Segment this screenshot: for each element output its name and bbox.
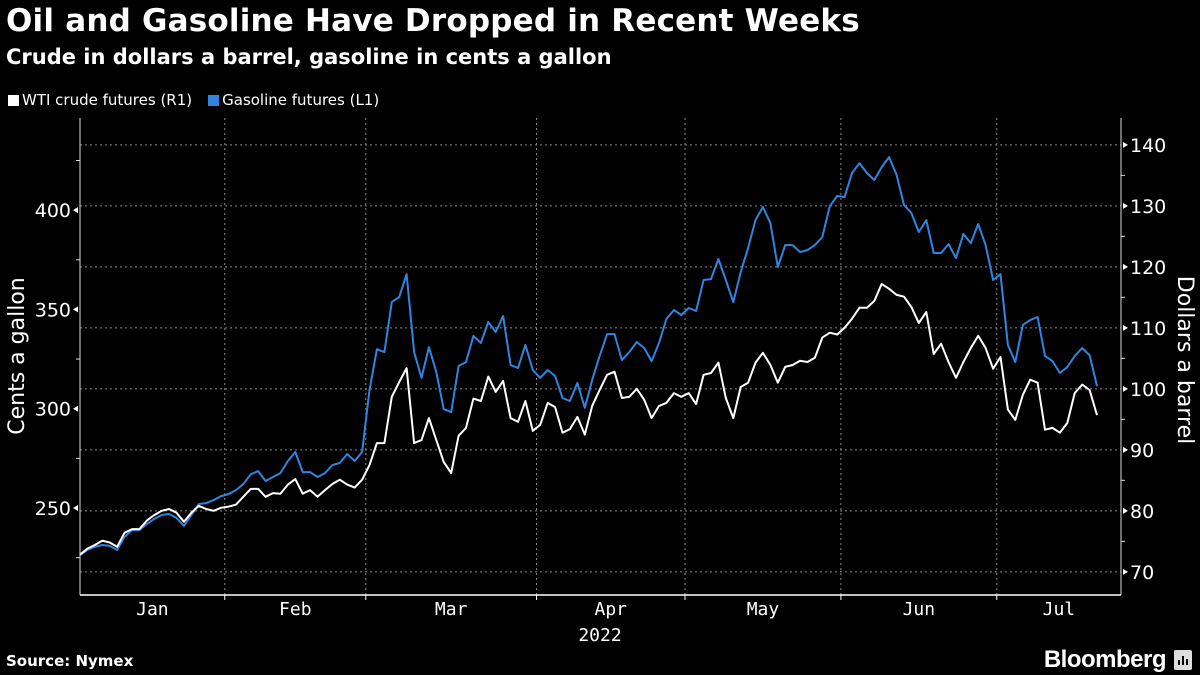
right-tick-mark	[1123, 141, 1128, 148]
left-axis-title: Cents a gallon	[5, 277, 30, 434]
right-tick-label: 110	[1130, 318, 1166, 340]
left-tick-label: 250	[35, 498, 71, 520]
legend-label-wti: WTI crude futures (R1)	[22, 91, 193, 109]
left-tick-mark	[73, 207, 78, 214]
left-tick-label: 300	[35, 399, 71, 421]
chart-subtitle: Crude in dollars a barrel, gasoline in c…	[6, 45, 612, 69]
right-tick-mark	[1123, 446, 1128, 453]
right-tick-mark	[1123, 507, 1128, 514]
right-tick-label: 140	[1130, 135, 1166, 157]
legend-swatch-wti	[8, 94, 19, 106]
x-tick-label: May	[747, 599, 780, 620]
right-tick-label: 80	[1130, 501, 1154, 523]
legend-item-wti: WTI crude futures (R1)	[8, 91, 192, 109]
right-tick-label: 120	[1130, 257, 1166, 279]
chart-icon	[1174, 650, 1192, 670]
right-tick-label: 90	[1130, 440, 1154, 462]
chart-title: Oil and Gasoline Have Dropped in Recent …	[6, 3, 860, 39]
left-tick-mark	[73, 505, 78, 512]
x-tick-label: Jul	[1043, 599, 1076, 620]
right-tick-mark	[1123, 263, 1128, 270]
x-year-label: 2022	[578, 625, 621, 646]
legend: WTI crude futures (R1) Gasoline futures …	[8, 91, 379, 109]
x-tick-label: Mar	[435, 599, 468, 620]
right-tick-mark	[1123, 202, 1128, 209]
right-tick-label: 100	[1130, 379, 1166, 401]
x-tick-label: Jan	[136, 599, 169, 620]
left-tick-mark	[73, 306, 78, 313]
legend-item-gasoline: Gasoline futures (L1)	[208, 91, 379, 109]
wti-crude-line	[79, 282, 1098, 556]
left-tick-mark	[73, 405, 78, 412]
right-tick-label: 70	[1130, 562, 1154, 584]
right-tick-mark	[1123, 324, 1128, 331]
left-tick-label: 400	[35, 200, 71, 222]
legend-swatch-gasoline	[208, 94, 220, 106]
source-note: Source: Nymex	[6, 652, 134, 670]
right-axis-title: Dollars a barrel	[1172, 276, 1197, 444]
x-tick-label: Jun	[903, 599, 936, 620]
x-tick-label: Feb	[279, 599, 312, 620]
gasoline-line	[79, 156, 1098, 556]
logo-text: Bloomberg	[1043, 646, 1167, 673]
x-tick-label: Apr	[595, 599, 628, 620]
right-tick-mark	[1123, 568, 1128, 575]
bloomberg-logo: Bloomberg	[1044, 646, 1192, 674]
right-tick-mark	[1123, 385, 1128, 392]
right-tick-label: 130	[1130, 196, 1166, 218]
legend-label-gasoline: Gasoline futures (L1)	[222, 91, 380, 109]
left-tick-label: 350	[35, 299, 71, 321]
